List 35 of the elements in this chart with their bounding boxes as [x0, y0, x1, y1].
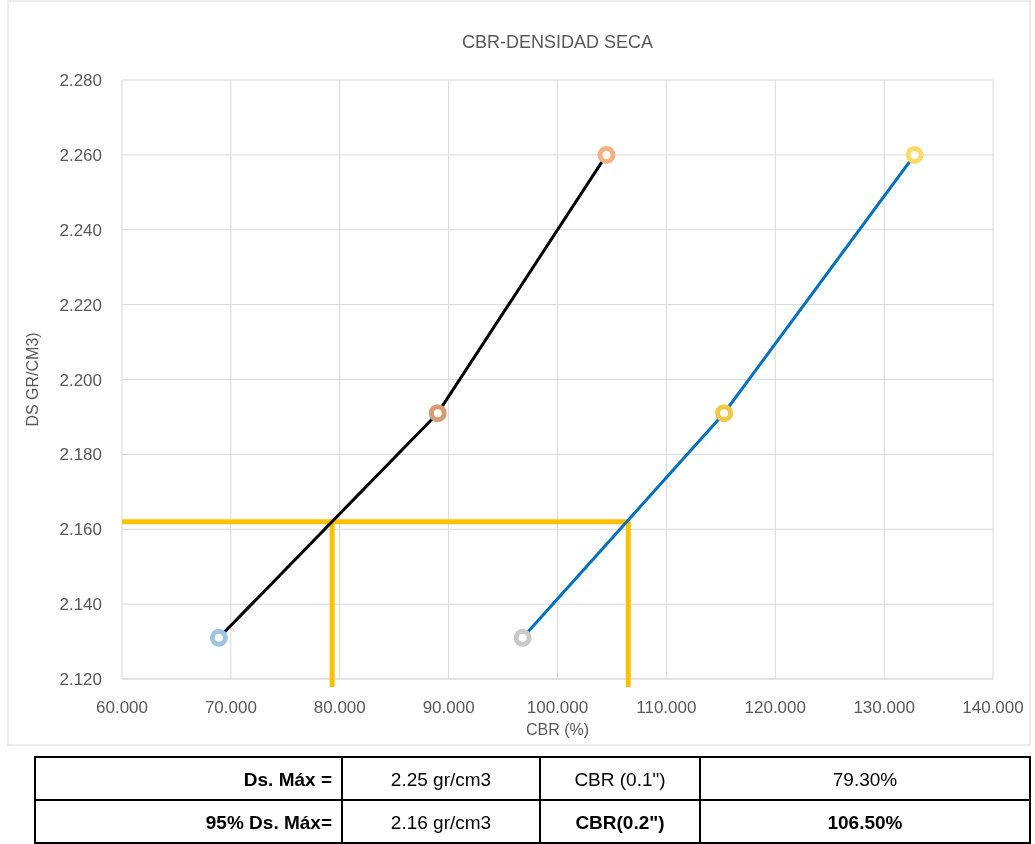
y-tick-label: 2.220: [59, 295, 102, 315]
point: [428, 404, 447, 423]
x-axis-title: CBR (%): [525, 721, 590, 738]
x-tick-label: 140.000: [962, 698, 1024, 717]
y-tick-label: 2.160: [59, 520, 102, 540]
point: [513, 628, 532, 647]
x-tick-label: 70.000: [204, 698, 257, 717]
text: CBR (0.1"): [574, 769, 666, 790]
text: 2.16 gr/cm3: [390, 812, 492, 833]
chart-title: CBR-DENSIDAD SECA: [461, 32, 654, 52]
point: [597, 145, 616, 164]
text: Ds. Máx =: [243, 769, 332, 790]
point: [715, 404, 734, 423]
y-tick-label: 2.200: [59, 370, 102, 390]
x-tick-label: 90.000: [422, 698, 475, 717]
point: [209, 628, 228, 647]
x-tick-label: 120.000: [744, 698, 806, 717]
x-tick-label: 110.000: [636, 698, 697, 717]
y-tick-label: 2.280: [59, 71, 102, 90]
x-tick-label: 130.000: [853, 698, 915, 717]
x-tick-label: 100.000: [526, 698, 589, 717]
text: 2.25 gr/cm3: [390, 769, 492, 790]
y-tick-label: 2.120: [59, 670, 102, 689]
y-tick-label: 2.180: [59, 445, 102, 465]
point: [905, 145, 924, 164]
text: 106.50%: [827, 812, 903, 833]
x-tick-label: 80.000: [313, 698, 366, 717]
text: CBR(0.2"): [575, 812, 665, 833]
text: 79.30%: [832, 769, 898, 790]
y-tick-label: 2.260: [59, 145, 102, 165]
x-tick-label: 60.000: [96, 698, 148, 717]
text: 95% Ds. Máx=: [205, 812, 332, 833]
y-axis-title: DS GR/CM3): [24, 332, 41, 427]
y-tick-label: 2.140: [59, 595, 102, 615]
y-tick-label: 2.240: [59, 220, 102, 240]
